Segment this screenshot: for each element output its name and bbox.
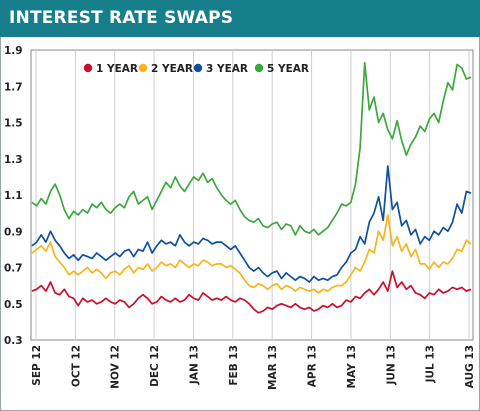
x-tick-label: APR 13 xyxy=(307,345,319,387)
series-line-5-year xyxy=(31,61,472,236)
x-tick-label: MAY 13 xyxy=(346,345,358,388)
y-axis: 0.3 0.5 0.7 0.9 1.1 1.3 1.5 1.7 1.9 xyxy=(4,45,23,347)
legend-label: 5 YEAR xyxy=(267,63,309,75)
x-tick-label: FEB 13 xyxy=(228,345,240,386)
x-axis: SEP 12 OCT 12 NOV 12 DEC 12 JAN 13 FEB 13 MAR … xyxy=(31,345,476,390)
series-lines xyxy=(31,61,472,314)
y-tick-label: 0.9 xyxy=(4,226,23,238)
x-tick-label: OCT 12 xyxy=(70,345,82,387)
x-tick-label: SEP 12 xyxy=(31,345,43,386)
y-tick-label: 1.3 xyxy=(4,154,23,166)
title-bar: INTEREST RATE SWAPS xyxy=(0,0,480,37)
series-line-3-year xyxy=(31,165,472,283)
x-tick-label: JUN 13 xyxy=(385,345,397,386)
chart-title: INTEREST RATE SWAPS xyxy=(9,8,234,28)
x-tick-label: DEC 12 xyxy=(149,345,161,387)
y-tick-label: 1.5 xyxy=(4,118,23,130)
y-tick-label: 1.7 xyxy=(4,81,23,93)
x-tick-label: JUL 13 xyxy=(425,345,437,383)
y-tick-label: 1.1 xyxy=(4,190,23,202)
y-tick-label: 0.5 xyxy=(4,299,23,311)
legend-marker xyxy=(193,63,203,73)
legend-label: 1 YEAR xyxy=(96,63,138,75)
legend: 1 YEAR 2 YEAR 3 YEAR 5 YEAR xyxy=(83,63,309,75)
x-tick-label: MAR 13 xyxy=(267,345,279,390)
y-tick-label: 1.9 xyxy=(4,45,23,57)
x-tick-label: JAN 13 xyxy=(188,345,200,385)
plot-border xyxy=(30,49,474,341)
x-tick-label: NOV 12 xyxy=(110,345,122,389)
legend-marker xyxy=(138,63,148,73)
legend-marker xyxy=(254,63,264,73)
legend-label: 3 YEAR xyxy=(206,63,248,75)
series-line-1-year xyxy=(31,270,472,314)
y-tick-label: 0.7 xyxy=(4,263,23,275)
grid xyxy=(35,50,470,340)
x-tick-label: AUG 13 xyxy=(464,345,476,388)
y-tick-label: 0.3 xyxy=(4,335,23,347)
legend-label: 2 YEAR xyxy=(151,63,193,75)
legend-marker xyxy=(83,63,93,73)
series-line-2-year xyxy=(31,214,472,294)
